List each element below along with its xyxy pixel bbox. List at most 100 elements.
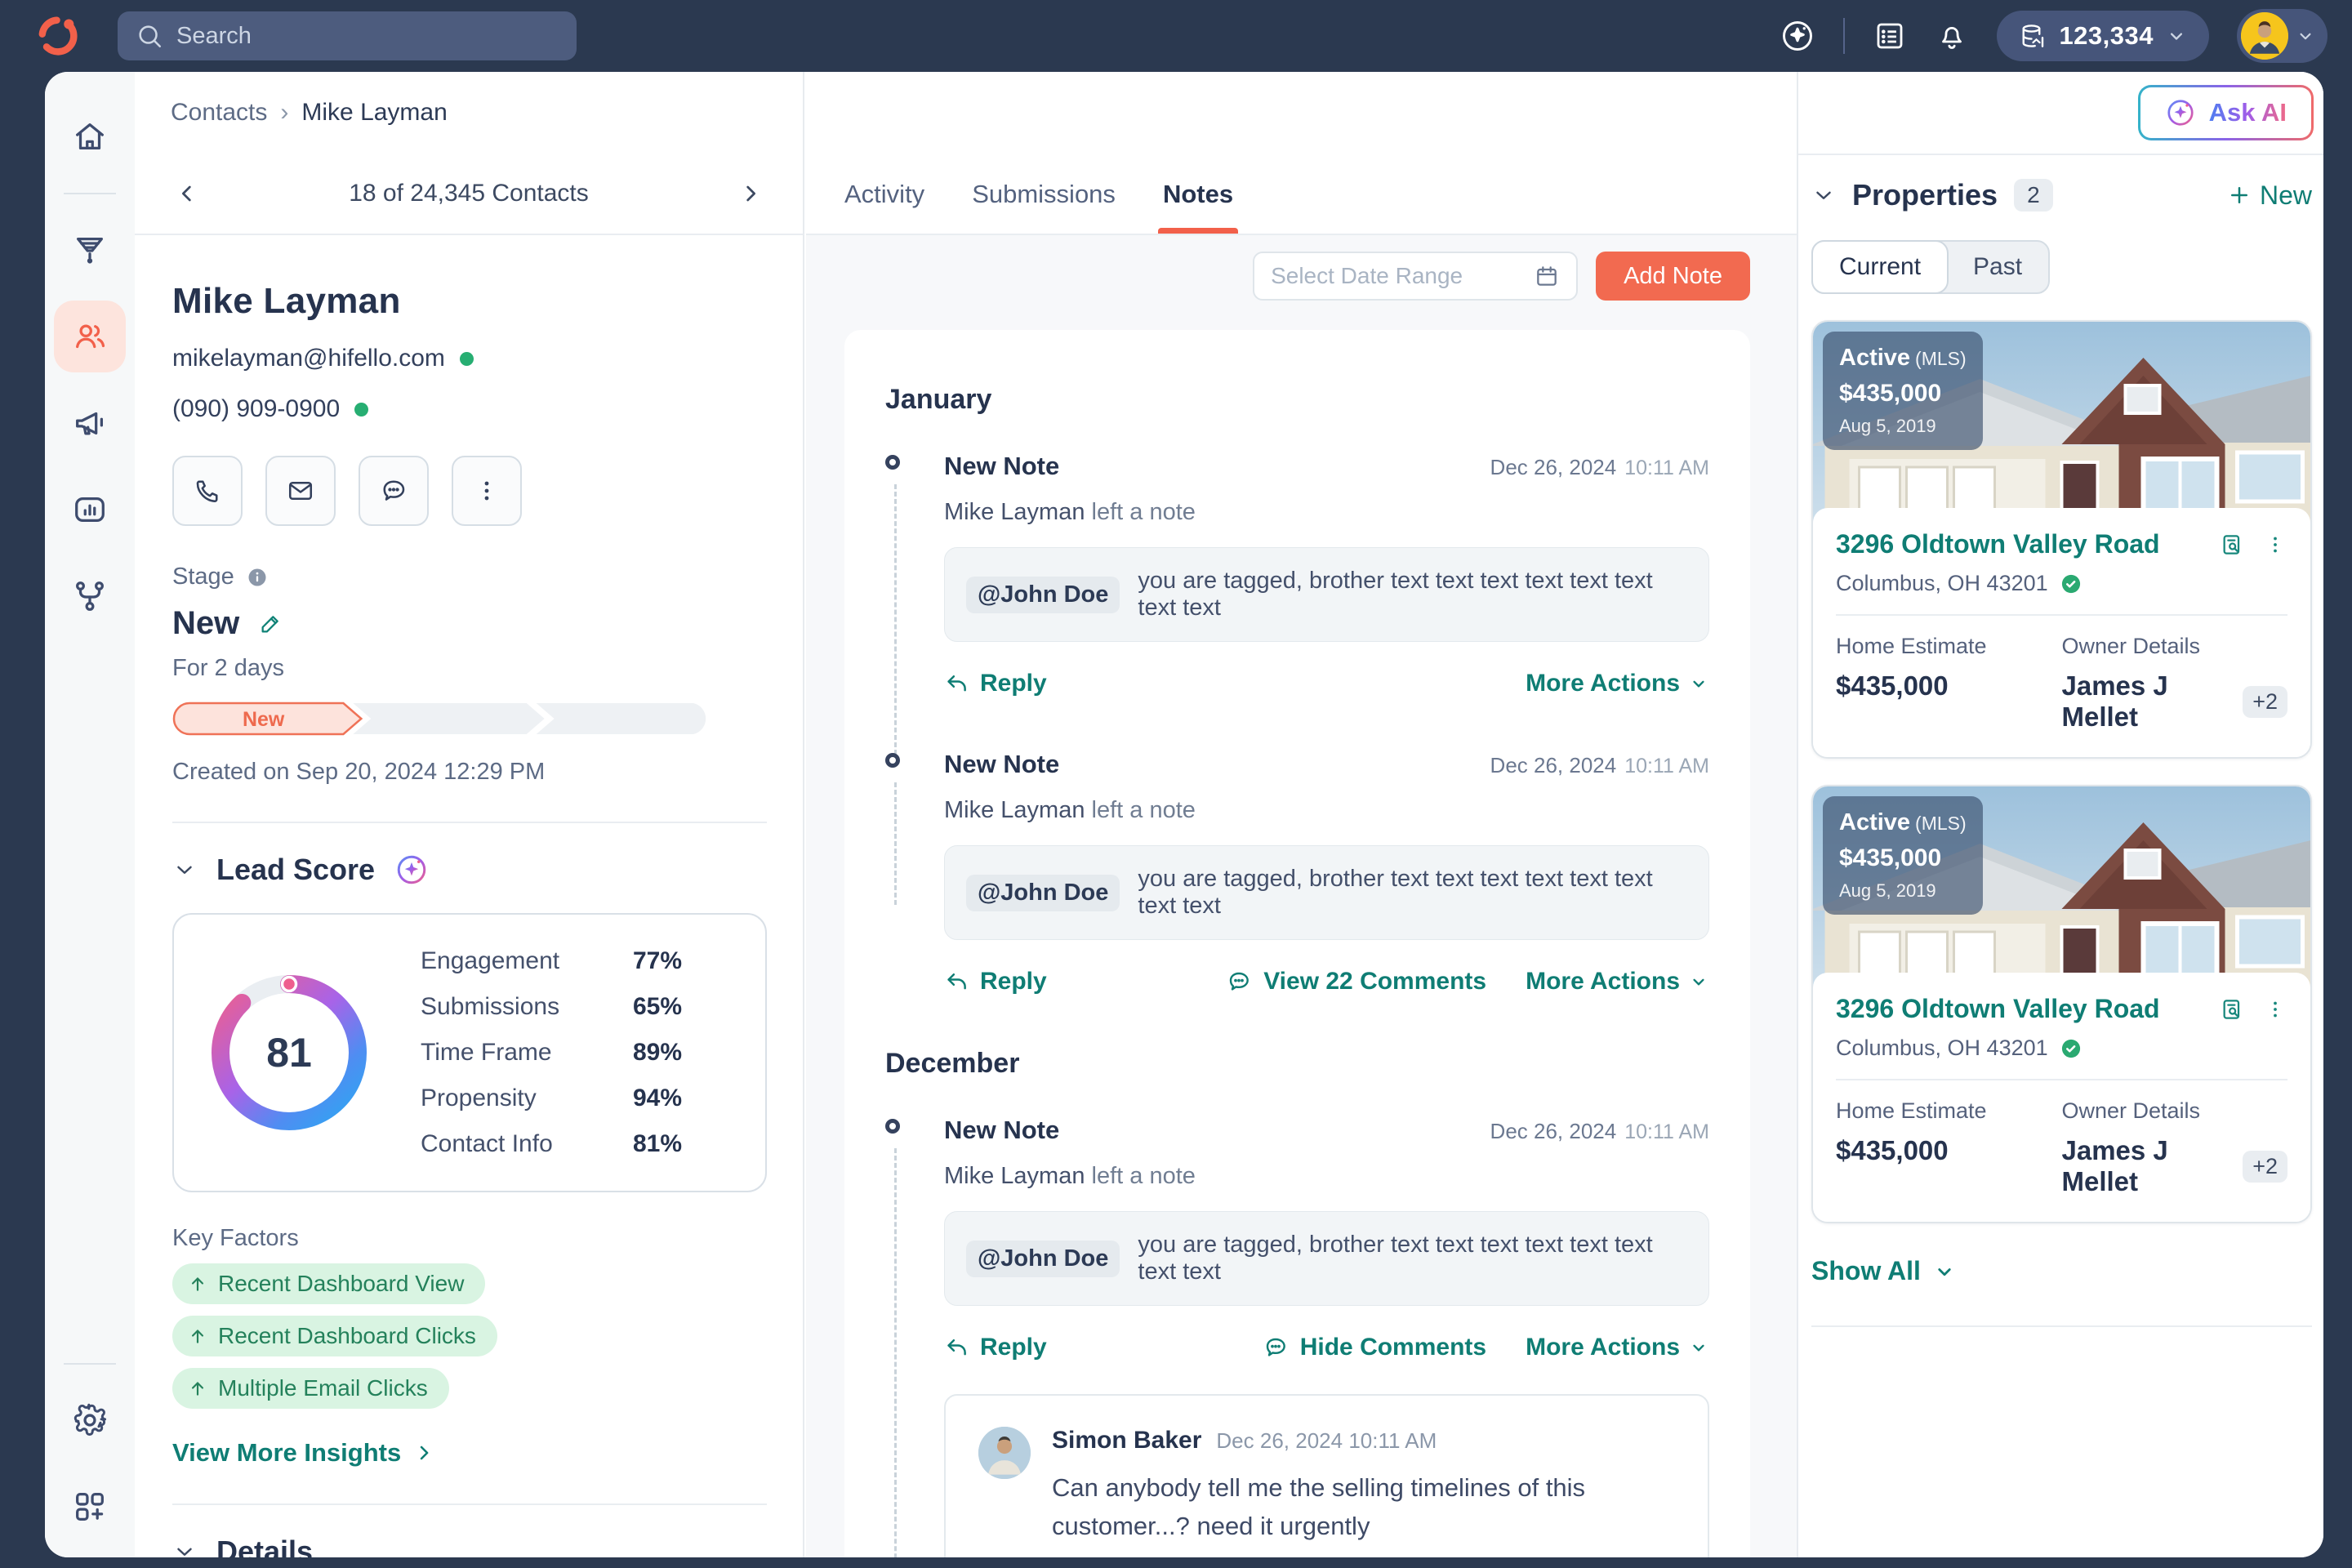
- tab-activity[interactable]: Activity: [844, 180, 925, 208]
- property-address-link[interactable]: 3296 Oldtown Valley Road: [1836, 529, 2160, 559]
- next-contact-button[interactable]: [737, 180, 764, 207]
- sidebar-item-settings[interactable]: [54, 1384, 126, 1456]
- property-city: Columbus, OH 43201: [1836, 1036, 2048, 1060]
- calendar-icon: [1534, 263, 1560, 289]
- collapse-details-icon[interactable]: [172, 1539, 197, 1557]
- ask-ai-button[interactable]: Ask AI: [2137, 85, 2314, 140]
- toggle-past[interactable]: Past: [1973, 253, 2023, 280]
- notifications-bell-icon[interactable]: [1935, 19, 1969, 53]
- owner-extra-badge[interactable]: +2: [2243, 1150, 2287, 1183]
- sidebar-item-home[interactable]: [54, 101, 126, 173]
- sidebar-item-workflows[interactable]: [54, 560, 126, 632]
- tabs-bar: Activity Submissions Notes: [806, 72, 1797, 235]
- property-kebab-icon[interactable]: [2263, 997, 2287, 1022]
- comment-bubble-icon: [1266, 1338, 1285, 1356]
- date-range-input[interactable]: [1271, 263, 1523, 289]
- phone-icon: [193, 476, 222, 506]
- divider: [1811, 1325, 2312, 1327]
- avatar: [2241, 12, 2288, 60]
- hide-comments-link[interactable]: Hide Comments: [1263, 1334, 1486, 1361]
- property-kebab-icon[interactable]: [2263, 532, 2287, 557]
- chevron-down-icon: [1693, 1344, 1704, 1352]
- stage-value: New: [172, 605, 240, 641]
- view-more-insights-link[interactable]: View More Insights: [172, 1438, 767, 1468]
- funnel-icon: [71, 231, 109, 269]
- property-report-icon[interactable]: [2219, 996, 2245, 1022]
- add-note-button[interactable]: Add Note: [1596, 252, 1750, 301]
- owner-extra-badge[interactable]: +2: [2243, 685, 2287, 718]
- sidebar-item-integrations[interactable]: [54, 1471, 126, 1543]
- breadcrumb-contacts[interactable]: Contacts: [171, 99, 268, 126]
- properties-count-badge: 2: [2014, 179, 2053, 212]
- gear-icon: [71, 1401, 109, 1439]
- timeline-dot-icon: [885, 753, 900, 768]
- note-entry: New Note Dec 26, 2024 10:11 AM Mike Laym…: [885, 452, 1709, 755]
- breadcrumb-current: Mike Layman: [301, 99, 448, 126]
- listing-badge: Active (MLS) $435,000 Aug 5, 2019: [1823, 796, 1983, 915]
- database-icon: [2018, 21, 2047, 51]
- key-factors-label: Key Factors: [172, 1225, 299, 1251]
- reply-arrow-icon: [947, 675, 966, 692]
- timeline-dot-icon: [885, 1119, 900, 1134]
- reply-link[interactable]: Reply: [944, 968, 1047, 996]
- app-logo-icon[interactable]: [34, 12, 82, 60]
- stage-progress-bar: New: [172, 702, 767, 736]
- edit-pencil-icon[interactable]: [257, 611, 283, 637]
- lead-score-card: 81 Engagement 77% Submissions 65% Time Fra…: [172, 913, 767, 1192]
- git-branch-icon: [71, 577, 109, 615]
- ai-assist-icon[interactable]: [1780, 18, 1815, 54]
- email-button[interactable]: [265, 456, 336, 526]
- more-options-button[interactable]: [452, 456, 522, 526]
- mention-chip[interactable]: @John Doe: [966, 576, 1120, 613]
- info-icon[interactable]: [246, 566, 269, 589]
- view-comments-link[interactable]: View 22 Comments: [1226, 968, 1486, 996]
- call-button[interactable]: [172, 456, 243, 526]
- more-actions-link[interactable]: More Actions: [1526, 670, 1709, 697]
- contact-phone[interactable]: (090) 909-0900: [172, 395, 341, 422]
- metric-row: Time Frame 89%: [421, 1039, 683, 1066]
- sidebar-item-marketing[interactable]: [54, 387, 126, 459]
- date-range-picker[interactable]: [1253, 252, 1579, 301]
- arrow-up-icon: [191, 1277, 204, 1291]
- search-input[interactable]: [176, 22, 559, 50]
- prev-contact-button[interactable]: [174, 180, 200, 207]
- owner-name: James J Mellet: [2061, 1135, 2168, 1196]
- toggle-current[interactable]: Current: [1811, 240, 1949, 294]
- reply-link[interactable]: Reply: [944, 1334, 1047, 1361]
- property-address-link[interactable]: 3296 Oldtown Valley Road: [1836, 994, 2160, 1023]
- show-all-link[interactable]: Show All: [1811, 1256, 2312, 1286]
- tab-submissions[interactable]: Submissions: [972, 180, 1116, 208]
- key-factor-pill: Recent Dashboard Clicks: [172, 1316, 497, 1356]
- credits-counter[interactable]: 123,334: [1997, 11, 2209, 61]
- property-card[interactable]: Active (MLS) $435,000 Aug 5, 2019 3296 Ol…: [1811, 320, 2312, 759]
- property-report-icon[interactable]: [2219, 532, 2245, 558]
- metric-row: Contact Info 81%: [421, 1130, 683, 1157]
- new-property-button[interactable]: New: [2227, 180, 2312, 211]
- sidebar-divider: [64, 193, 116, 194]
- notes-timeline: January New Note Dec 26, 2024 10:11 AM M…: [844, 330, 1750, 1557]
- sidebar-item-contacts[interactable]: [54, 301, 126, 372]
- metric-row: Engagement 77%: [421, 947, 683, 974]
- collapse-properties-icon[interactable]: [1811, 183, 1836, 207]
- sparkle-gradient-icon: [2167, 100, 2194, 126]
- sidebar-item-funnel[interactable]: [54, 214, 126, 286]
- sidebar: [45, 72, 135, 1557]
- bar-chart-icon: [71, 491, 109, 528]
- sidebar-item-analytics[interactable]: [54, 474, 126, 546]
- more-actions-link[interactable]: More Actions: [1526, 968, 1709, 996]
- collapse-lead-score-icon[interactable]: [172, 858, 197, 882]
- property-card[interactable]: Active (MLS) $435,000 Aug 5, 2019 3296 Ol…: [1811, 785, 2312, 1223]
- mention-chip[interactable]: @John Doe: [966, 874, 1120, 911]
- property-photo: Active (MLS) $435,000 Aug 5, 2019: [1813, 322, 2310, 536]
- global-search[interactable]: [118, 11, 577, 60]
- tasks-list-icon[interactable]: [1873, 19, 1907, 53]
- reply-link[interactable]: Reply: [944, 670, 1047, 697]
- mention-chip[interactable]: @John Doe: [966, 1240, 1120, 1277]
- contact-email[interactable]: mikelayman@hifello.com: [172, 345, 445, 372]
- more-actions-link[interactable]: More Actions: [1526, 1334, 1709, 1361]
- current-past-toggle: Current Past: [1811, 240, 2051, 294]
- user-menu[interactable]: [2237, 9, 2328, 63]
- message-button[interactable]: [359, 456, 429, 526]
- activity-panel: Activity Submissions Notes Add Note Janu…: [806, 72, 1797, 1557]
- tab-notes[interactable]: Notes: [1157, 180, 1239, 234]
